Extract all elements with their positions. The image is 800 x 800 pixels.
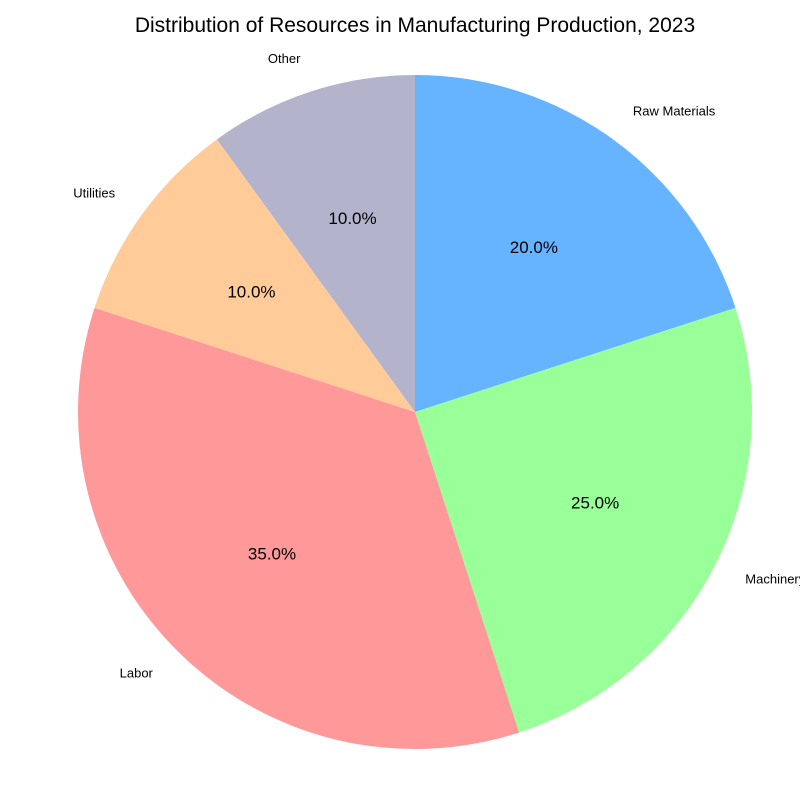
pie-slice-utilities bbox=[94, 139, 415, 412]
pie-slice-labor bbox=[78, 307, 520, 749]
pie-slice-other bbox=[216, 75, 415, 412]
slice-label: Other bbox=[268, 51, 301, 66]
slice-label: Labor bbox=[120, 666, 154, 681]
percent-label: 20.0% bbox=[510, 238, 558, 257]
percent-label: 25.0% bbox=[571, 493, 619, 512]
pie-slice-machinery bbox=[415, 307, 752, 733]
percent-label: 35.0% bbox=[248, 544, 296, 563]
slice-label: Utilities bbox=[73, 186, 115, 201]
chart-title: Distribution of Resources in Manufacturi… bbox=[134, 14, 696, 37]
slice-label: Raw Materials bbox=[633, 104, 716, 119]
percent-label: 10.0% bbox=[328, 209, 376, 228]
pie-slice-raw-materials bbox=[415, 75, 736, 412]
pie-labels: Raw Materials 20.0% Machinery 25.0% Labor 35.… bbox=[73, 51, 800, 681]
percent-label: 10.0% bbox=[227, 283, 275, 302]
pie-slices bbox=[78, 75, 752, 749]
slice-label: Machinery bbox=[745, 572, 800, 587]
